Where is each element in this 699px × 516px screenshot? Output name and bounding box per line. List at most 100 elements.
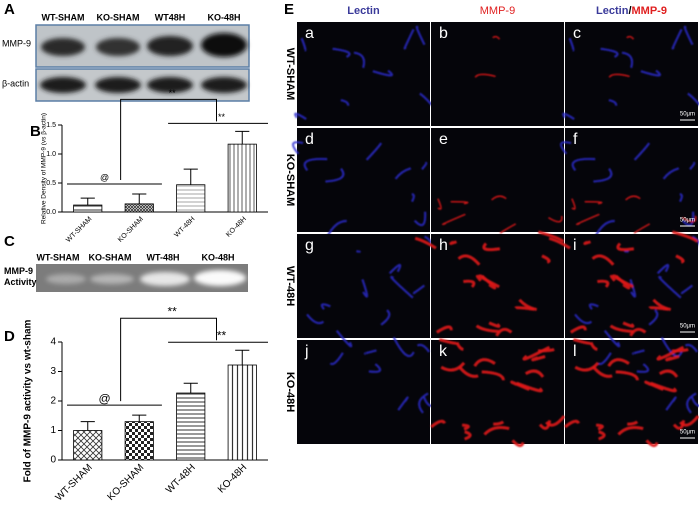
- scale-label: 50μm: [680, 430, 695, 436]
- lane-label: KO-48H: [207, 12, 240, 22]
- scale-label: 50μm: [680, 218, 695, 224]
- scale-label: 50μm: [680, 324, 695, 330]
- micrograph: [565, 128, 698, 232]
- error-bar: [132, 414, 147, 422]
- bar: [227, 364, 257, 461]
- blot-bands: [40, 33, 247, 93]
- row-label: β-actin: [2, 78, 29, 88]
- row-label: WT-48H: [284, 266, 296, 306]
- annotation: **: [217, 328, 227, 342]
- annotation: **: [169, 88, 177, 98]
- micrograph: [431, 128, 564, 232]
- cell-letter: i: [573, 237, 577, 254]
- error-bar: [235, 349, 250, 366]
- lane-label: WT-SHAM: [37, 252, 80, 262]
- cell-letter: d: [305, 131, 314, 148]
- bar: [176, 184, 206, 213]
- header-part: /: [628, 5, 631, 17]
- fluorescence: [559, 141, 697, 239]
- cell-letter: f: [573, 131, 578, 148]
- x-tick-label: WT-48H: [173, 216, 196, 239]
- annotation: **: [218, 112, 226, 122]
- x-tick-label: WT-SHAM: [65, 216, 93, 244]
- fluorescence: [430, 338, 566, 448]
- panel-letter: C: [4, 233, 15, 250]
- y-tick-label: 0.0: [46, 209, 56, 216]
- row-label: KO-SHAM: [284, 154, 296, 207]
- error-bar: [235, 130, 250, 145]
- lane-label: WT48H: [155, 12, 186, 22]
- x-tick-label: WT-SHAM: [54, 462, 95, 503]
- bar: [227, 143, 257, 213]
- y-tick-label: 1: [50, 425, 56, 436]
- scale-label: 50μm: [680, 112, 695, 118]
- micrograph-grid: [291, 22, 699, 448]
- bar: [124, 421, 154, 461]
- y-tick-label: 1.5: [46, 122, 56, 129]
- sig-bracket: [120, 317, 217, 402]
- column-header: Lectin/MMP-9: [596, 5, 667, 17]
- row-label: MMP-9 Activity: [4, 266, 37, 287]
- cell-letter: b: [439, 25, 448, 42]
- y-tick-label: 1.0: [46, 151, 56, 158]
- lane-label: KO-SHAM: [97, 12, 140, 22]
- cell-letter: k: [439, 343, 448, 360]
- row-label: KO-48H: [284, 372, 296, 412]
- lane-label: WT-48H: [146, 252, 179, 262]
- micrograph: [297, 340, 430, 444]
- fluorescence: [562, 25, 699, 120]
- row-label: MMP-9: [2, 38, 31, 48]
- lane-label: WT-SHAM: [42, 12, 85, 22]
- error-bar: [80, 421, 95, 431]
- header-part: MMP-9: [632, 5, 667, 17]
- bar: [73, 204, 103, 213]
- y-tick-label: 3: [50, 366, 56, 377]
- x-tick-label: KO-48H: [216, 462, 249, 495]
- panel-letter: D: [4, 328, 15, 345]
- y-tick-label: 0.5: [46, 180, 56, 187]
- annotation: @: [99, 391, 111, 405]
- panel-letter: A: [4, 1, 15, 18]
- annotation: **: [167, 304, 177, 318]
- cell-letter: a: [305, 25, 314, 42]
- error-bar: [183, 168, 198, 185]
- y-tick-label: 4: [50, 337, 56, 348]
- row-label: WT-SHAM: [284, 48, 296, 101]
- cell-letter: g: [305, 237, 314, 254]
- error-bar: [183, 382, 198, 394]
- error-bar: [132, 193, 147, 204]
- header-part: Lectin: [596, 5, 629, 17]
- error-bar: [80, 197, 95, 206]
- annotation: @: [100, 172, 109, 182]
- x-tick-label: KO-SHAM: [105, 462, 146, 503]
- column-header: MMP-9: [480, 5, 515, 17]
- x-tick-label: KO-SHAM: [117, 216, 145, 244]
- fluorescence: [474, 35, 501, 78]
- cell-letter: c: [573, 25, 581, 42]
- y-axis-label: Fold of MMP-9 activity vs wt-sham: [23, 319, 34, 482]
- x-tick-label: WT-48H: [164, 462, 198, 496]
- x-tick-label: KO-48H: [225, 216, 248, 239]
- y-tick-label: 0: [50, 455, 56, 466]
- micrograph: [431, 22, 564, 126]
- y-axis-label: Relative Density of MMP-9 (vs β-actin): [41, 113, 48, 224]
- cell-letter: l: [573, 343, 577, 360]
- lane-label: KO-48H: [201, 252, 234, 262]
- cell-letter: j: [304, 343, 309, 360]
- fluorescence: [564, 330, 699, 448]
- fluorescence: [414, 230, 565, 337]
- micrograph: [297, 128, 430, 232]
- bar: [124, 203, 154, 213]
- lane-label: KO-SHAM: [89, 252, 132, 262]
- bar: [73, 430, 103, 461]
- cell-letter: e: [439, 131, 448, 148]
- zymogram-bands: [46, 270, 246, 286]
- column-header: Lectin: [347, 5, 380, 17]
- panel-letter: B: [30, 123, 41, 140]
- fluorescence: [437, 195, 563, 234]
- y-tick-label: 2: [50, 396, 56, 407]
- cell-letter: h: [439, 237, 448, 254]
- fluorescence: [548, 230, 699, 337]
- sig-bracket: [120, 98, 217, 181]
